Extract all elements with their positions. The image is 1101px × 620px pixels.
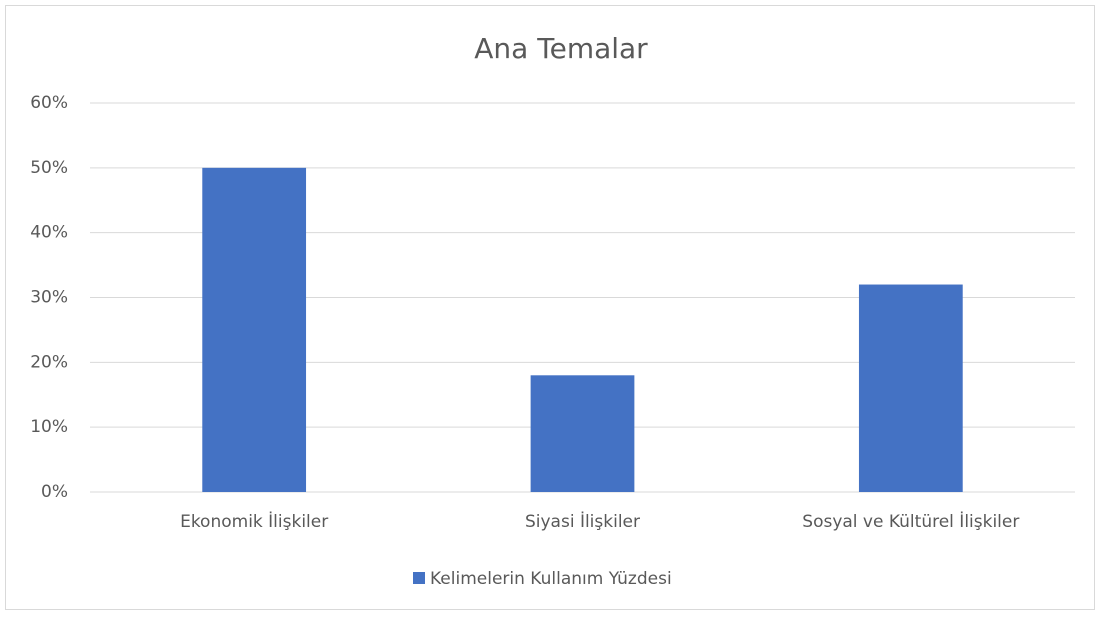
x-tick-label: Sosyal ve Kültürel İlişkiler bbox=[802, 511, 1019, 532]
y-tick-label: 0% bbox=[41, 482, 68, 502]
y-tick-label: 50% bbox=[30, 158, 68, 178]
bar bbox=[202, 167, 307, 493]
x-tick-label: Siyasi İlişkiler bbox=[525, 511, 640, 532]
y-tick-label: 60% bbox=[30, 93, 68, 113]
y-tick-label: 40% bbox=[30, 223, 68, 243]
bar bbox=[530, 375, 635, 492]
bar bbox=[858, 284, 963, 492]
chart-title: Ana Temalar bbox=[474, 32, 648, 65]
legend-label: Kelimelerin Kullanım Yüzdesi bbox=[430, 569, 672, 589]
y-tick-label: 10% bbox=[30, 417, 68, 437]
y-tick-label: 20% bbox=[30, 352, 68, 372]
legend-swatch bbox=[413, 572, 425, 584]
x-tick-label: Ekonomik İlişkiler bbox=[180, 511, 328, 532]
y-tick-label: 30% bbox=[30, 288, 68, 308]
